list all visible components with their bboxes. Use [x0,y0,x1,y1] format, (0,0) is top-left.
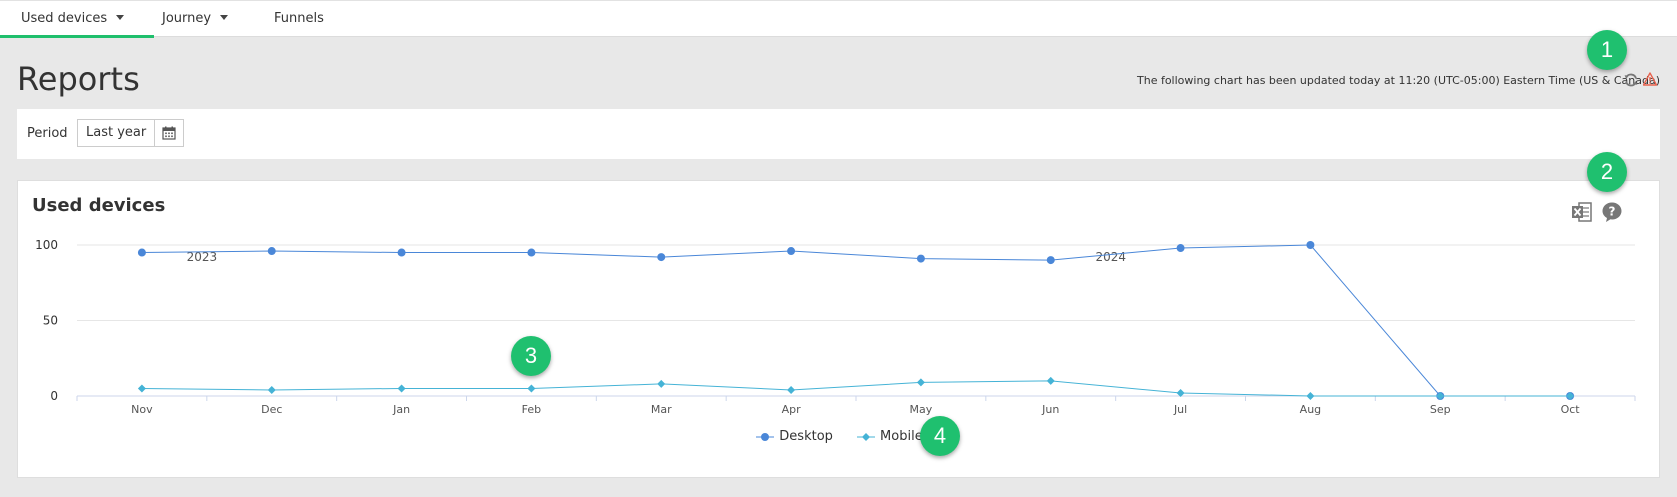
legend-item-desktop[interactable]: Desktop [756,429,833,444]
page-title: Reports [17,60,140,98]
refresh-icon[interactable] [1623,72,1639,88]
chart-title: Used devices [32,195,166,216]
data-point-mobile [137,384,146,393]
data-point-desktop [267,247,276,256]
series-line-mobile [141,380,1571,397]
warning-icon[interactable] [1643,72,1657,86]
legend-item-mobile[interactable]: Mobile [857,429,923,444]
period-value[interactable]: Last year [78,120,156,146]
data-point-mobile [527,384,536,393]
callout-4: 4 [920,416,960,456]
legend-label-desktop: Desktop [779,429,833,444]
tab-used-devices-label: Used devices [21,11,108,26]
data-point-mobile [916,378,925,387]
data-point-desktop [1306,241,1315,249]
tab-journey[interactable]: Journey [162,1,229,37]
help-icon[interactable]: ? [1601,201,1623,223]
x-tick-label: Aug [1300,403,1321,416]
update-note: The following chart has been updated tod… [1137,74,1660,87]
calendar-button[interactable] [155,120,183,146]
x-tick-label: Jan [392,403,410,416]
report-tab-bar: Used devices Journey Funnels [0,0,1677,38]
callout-1: 1 [1587,30,1627,70]
x-tick-label: Oct [1561,403,1581,416]
callout-2: 2 [1587,152,1627,192]
period-selector[interactable]: Last year [77,119,185,147]
data-point-desktop [787,247,796,256]
data-point-desktop [397,248,406,257]
caret-down-icon [220,15,229,20]
tab-journey-label: Journey [162,11,212,26]
data-point-mobile [787,385,796,394]
excel-export-icon[interactable] [1571,201,1593,223]
legend-marker-desktop [756,432,775,441]
data-point-mobile [1436,392,1445,400]
data-point-desktop [137,248,146,257]
data-point-desktop [916,254,925,263]
tab-funnels-label: Funnels [274,11,324,26]
svg-text:?: ? [1609,205,1616,219]
data-point-mobile [1046,376,1055,385]
data-point-desktop [1046,256,1055,265]
legend-marker-mobile [857,432,876,441]
legend-label-mobile: Mobile [880,429,923,444]
data-point-mobile [267,385,276,394]
year-label: 2024 [1095,250,1126,264]
tab-used-devices[interactable]: Used devices [0,1,155,38]
y-tick-label: 0 [50,389,58,403]
period-label: Period [27,126,68,141]
data-point-desktop [1176,244,1185,253]
chart-legend: Desktop Mobile [18,429,1661,446]
x-tick-label: Nov [131,403,153,416]
calendar-icon [162,126,176,140]
series-line-desktop [141,244,1571,397]
data-point-desktop [527,248,536,257]
data-point-mobile [1306,392,1315,400]
y-tick-label: 100 [35,238,58,252]
period-panel: Period Last year [17,109,1660,159]
year-label: 2023 [187,250,218,264]
data-point-mobile [1176,388,1185,397]
data-point-mobile [397,384,406,393]
x-tick-label: Jun [1041,403,1059,416]
line-chart: 0 50 100 Nov Dec Jan Feb Mar Apr May Jun Jul Aug Sep O… [35,238,1636,416]
tab-funnels[interactable]: Funnels [274,1,324,37]
x-tick-label: Sep [1430,403,1451,416]
x-tick-label: Apr [782,403,802,416]
data-point-mobile [1566,392,1575,400]
chart-panel: Used devices ? 0 50 100 Nov Dec Jan Feb Mar Apr M… [17,180,1660,478]
y-tick-label: 50 [43,314,58,328]
x-tick-label: Mar [651,403,672,416]
caret-down-icon [116,15,125,20]
callout-3: 3 [511,336,551,376]
x-tick-label: Dec [261,403,282,416]
x-tick-label: Jul [1173,403,1187,416]
data-point-desktop [657,253,666,262]
data-point-mobile [657,379,666,388]
x-tick-label: May [910,403,933,416]
x-tick-label: Feb [522,403,541,416]
